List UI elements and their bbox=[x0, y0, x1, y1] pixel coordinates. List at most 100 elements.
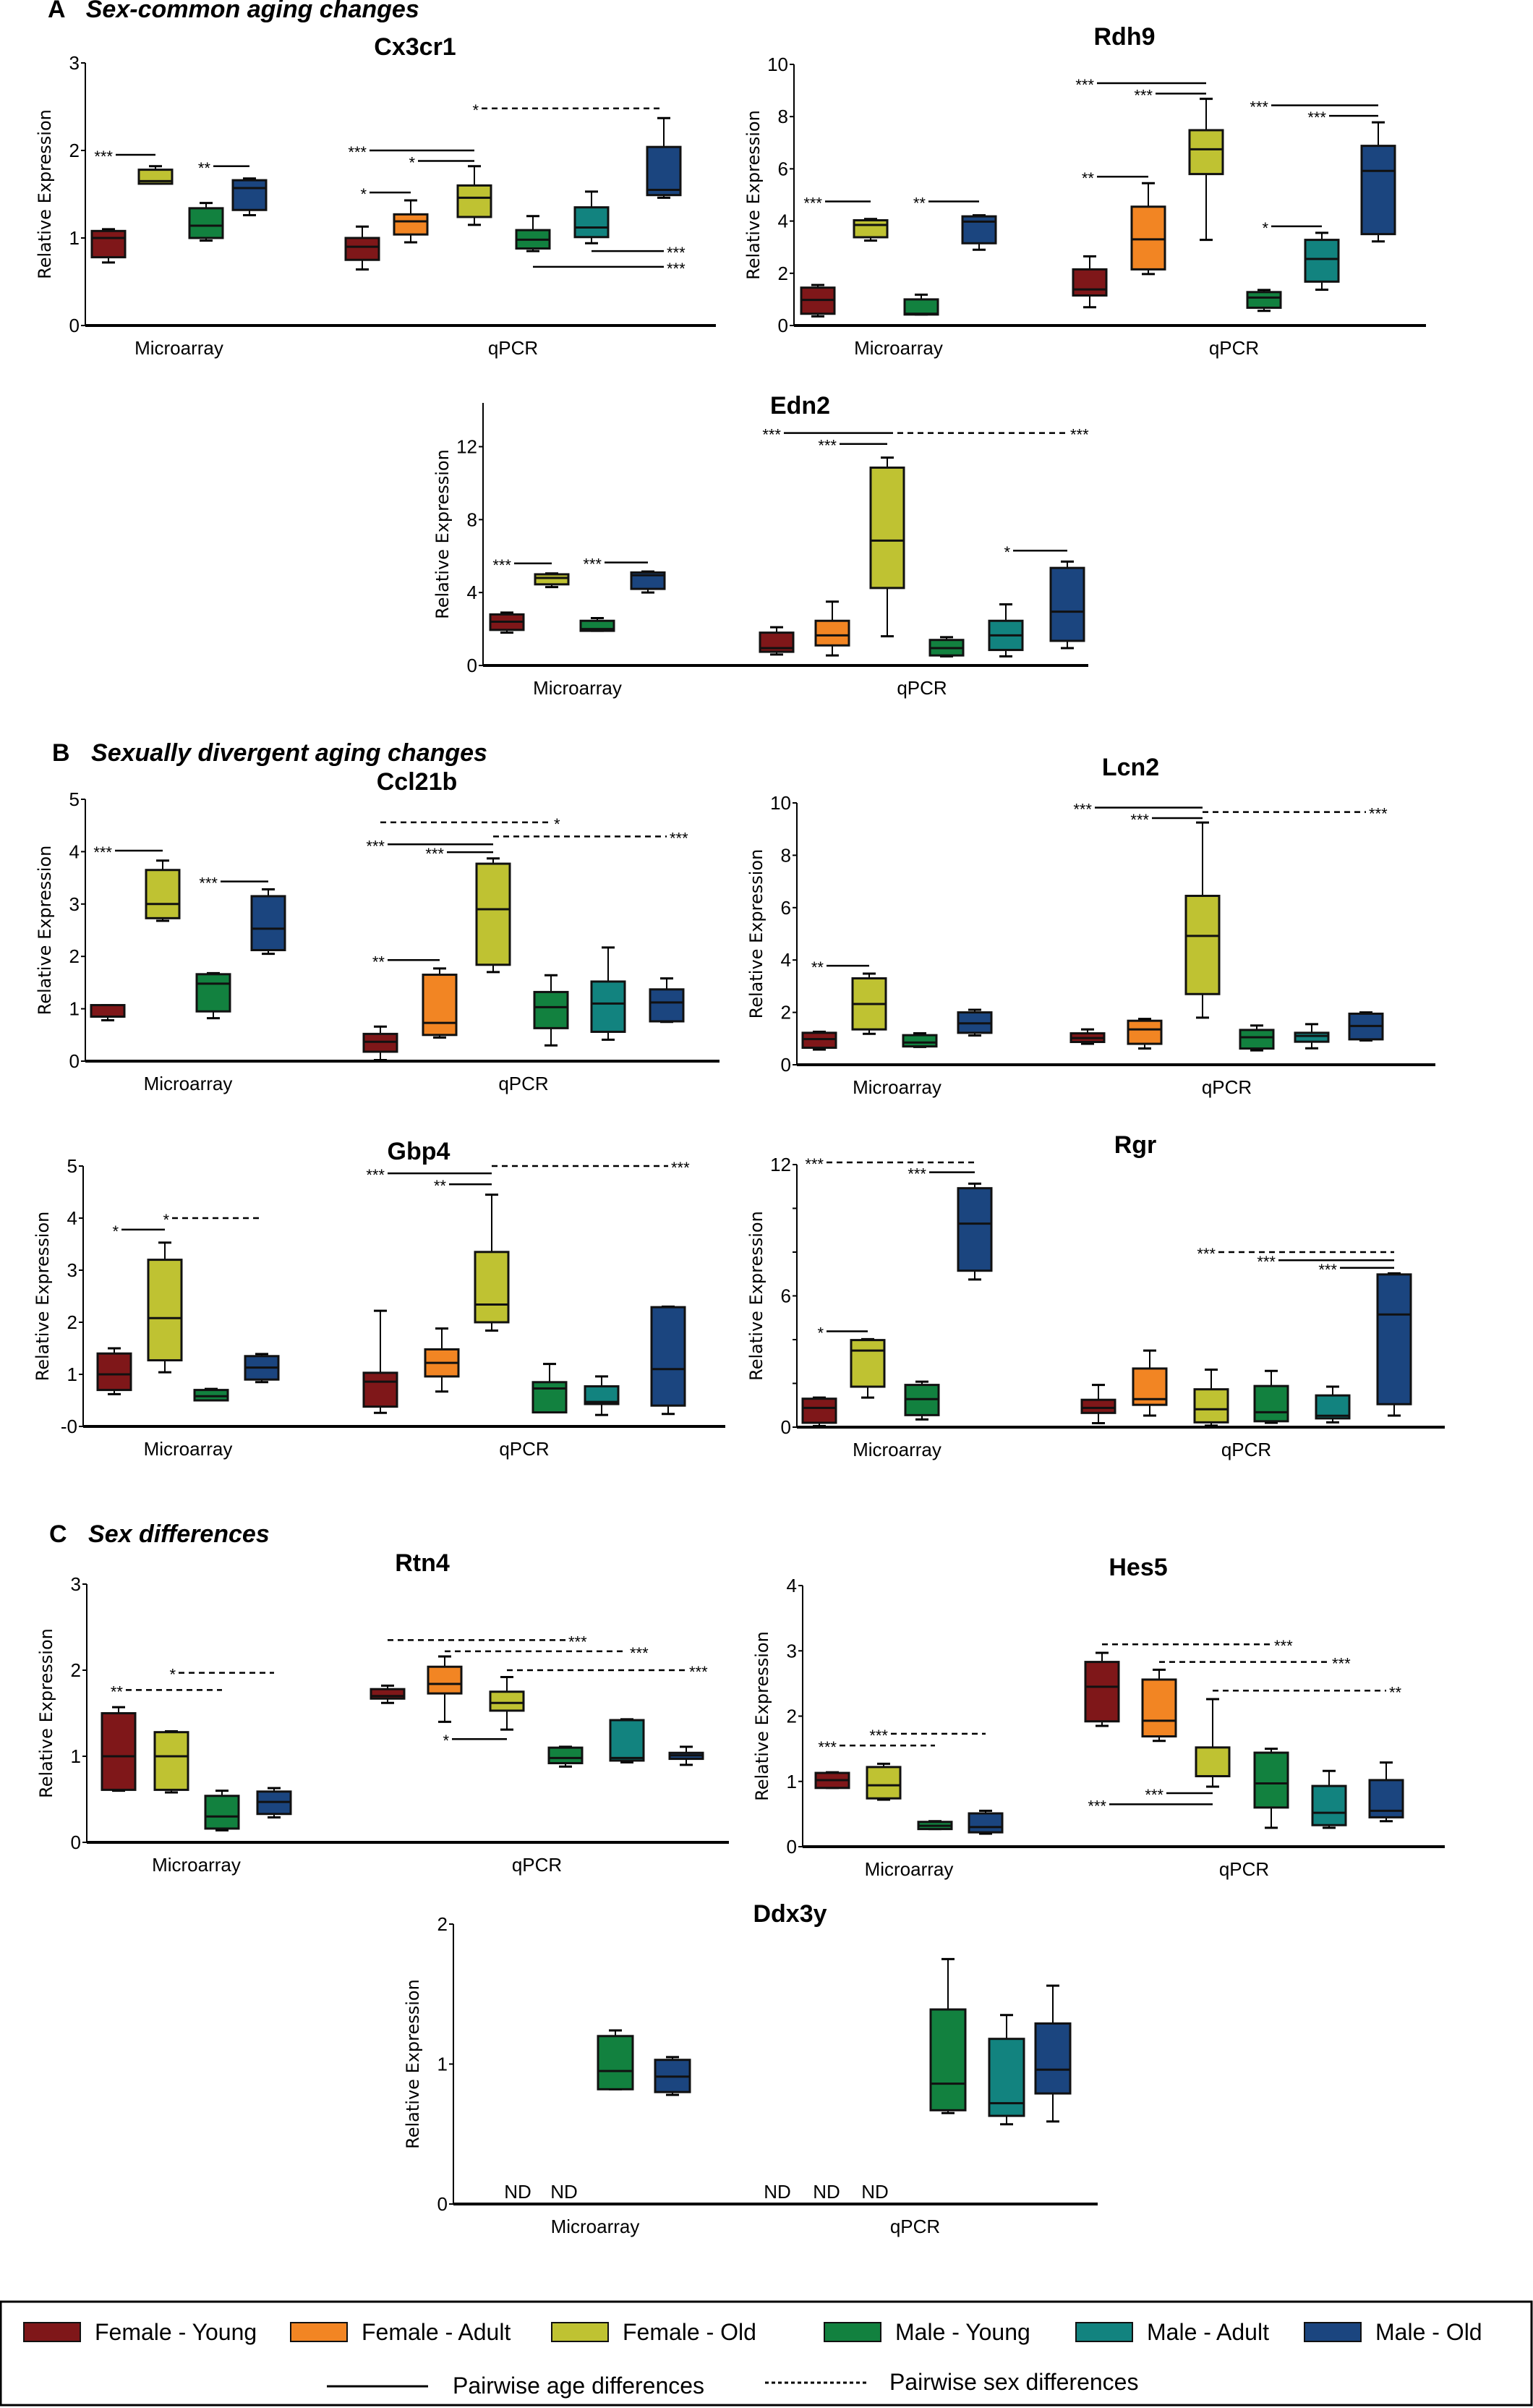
significance-label: * bbox=[409, 154, 415, 172]
box-plot bbox=[609, 1718, 645, 1764]
significance-label: *** bbox=[1130, 811, 1149, 829]
y-tick-label: -0 bbox=[61, 1416, 77, 1437]
chart-panel-cx3cr1: Cx3cr1 0 1 2 3 Relative Expression Microarray q… bbox=[35, 33, 716, 359]
significance-label: * bbox=[169, 1666, 176, 1684]
box bbox=[597, 2035, 634, 2090]
chart-panel-lcn2: Lcn2 0 2 4 6 8 10 Relative Expression Microarray… bbox=[746, 754, 1435, 1098]
legend-item: Female - Old bbox=[551, 2319, 756, 2345]
x-category-label: Microarray bbox=[865, 1858, 954, 1880]
chart-title: Ddx3y bbox=[753, 1900, 827, 1928]
box-plot bbox=[145, 859, 181, 922]
section-text: Sex differences bbox=[88, 1520, 270, 1548]
box-plot bbox=[531, 1363, 568, 1414]
box bbox=[231, 179, 268, 211]
box-plot bbox=[668, 1745, 704, 1766]
y-axis-label: Relative Expression bbox=[35, 109, 55, 279]
box bbox=[456, 184, 492, 218]
box bbox=[646, 145, 682, 197]
box-plot bbox=[1294, 1023, 1330, 1050]
box bbox=[101, 1712, 137, 1791]
y-tick-label: 1 bbox=[69, 998, 80, 1020]
significance-label: *** bbox=[1332, 1655, 1351, 1673]
box bbox=[393, 213, 429, 236]
box bbox=[90, 1004, 126, 1018]
box-plot bbox=[1193, 1368, 1229, 1427]
box-plot bbox=[988, 2014, 1025, 2126]
y-tick-label: 3 bbox=[69, 893, 80, 915]
significance-label: * bbox=[112, 1222, 119, 1241]
box-plot bbox=[851, 972, 887, 1035]
y-tick-label: 0 bbox=[778, 315, 788, 336]
chart-panel-rdh9: Rdh9 0 2 4 6 8 10 Relative Expression Microarray… bbox=[743, 23, 1426, 359]
box bbox=[850, 1339, 886, 1388]
box bbox=[1304, 239, 1340, 283]
y-tick-label: 8 bbox=[467, 509, 477, 530]
significance-label: *** bbox=[348, 143, 367, 161]
y-axis-label: Relative Expression bbox=[746, 849, 766, 1019]
box-plot bbox=[250, 888, 286, 956]
legend-item: Female - Adult bbox=[290, 2319, 511, 2345]
legend-item: Male - Old bbox=[1304, 2319, 1482, 2345]
significance-label: ** bbox=[811, 958, 824, 977]
box-plot bbox=[1315, 1385, 1351, 1424]
chart-title: Rtn4 bbox=[395, 1549, 450, 1577]
significance-label: * bbox=[1262, 219, 1268, 237]
y-tick-label: 4 bbox=[467, 582, 477, 603]
significance-label: ** bbox=[111, 1682, 124, 1701]
box bbox=[422, 974, 458, 1037]
significance-label: *** bbox=[908, 1165, 926, 1183]
x-category-label: qPCR bbox=[512, 1854, 562, 1876]
y-tick-label: 12 bbox=[770, 1154, 791, 1175]
box-plot bbox=[204, 1790, 240, 1831]
chart-title: Hes5 bbox=[1109, 1554, 1167, 1581]
box bbox=[1360, 145, 1396, 236]
significance-label: *** bbox=[869, 1727, 888, 1745]
y-tick-label: 2 bbox=[437, 1913, 448, 1935]
box-plot bbox=[590, 946, 626, 1041]
box-plot bbox=[489, 1676, 525, 1731]
box bbox=[649, 988, 685, 1023]
box-plot bbox=[650, 1305, 686, 1416]
box bbox=[1193, 1388, 1229, 1424]
legend-label: Male - Old bbox=[1375, 2319, 1482, 2345]
box bbox=[531, 1381, 568, 1414]
box-plot bbox=[630, 570, 666, 594]
legend-solid-label: Pairwise age differences bbox=[453, 2373, 704, 2399]
y-tick-label: 2 bbox=[67, 1311, 77, 1333]
box bbox=[1034, 2022, 1072, 2095]
box-plot bbox=[1195, 1698, 1231, 1788]
significance-label: *** bbox=[568, 1633, 587, 1651]
y-tick-label: 8 bbox=[778, 106, 788, 127]
box-plot bbox=[1239, 1024, 1275, 1052]
y-axis-label: Relative Expression bbox=[403, 1979, 423, 2149]
x-category-label: qPCR bbox=[890, 2216, 940, 2237]
y-tick-label: 2 bbox=[71, 1659, 81, 1681]
section-letter: A bbox=[48, 0, 65, 23]
box-plot bbox=[362, 1025, 398, 1062]
box bbox=[153, 1731, 189, 1791]
y-tick-label: 0 bbox=[437, 2193, 448, 2215]
y-tick-label: 0 bbox=[69, 315, 80, 336]
x-category-label: Microarray bbox=[853, 1076, 941, 1098]
y-tick-label: 1 bbox=[787, 1771, 797, 1792]
section-text: Sex-common aging changes bbox=[86, 0, 419, 23]
box-plot bbox=[801, 1030, 837, 1051]
significance-label: *** bbox=[1134, 86, 1153, 104]
box-plot bbox=[393, 199, 429, 244]
box-plot bbox=[424, 1327, 460, 1393]
significance-label: *** bbox=[803, 195, 822, 213]
chart-title: Rdh9 bbox=[1094, 23, 1156, 51]
box-plot bbox=[90, 1004, 126, 1022]
legend-item: Female - Young bbox=[23, 2319, 257, 2345]
box-plot bbox=[231, 177, 268, 217]
box bbox=[1239, 1029, 1275, 1050]
y-tick-label: 0 bbox=[781, 1416, 791, 1438]
box bbox=[1311, 1784, 1347, 1826]
box bbox=[90, 229, 127, 259]
y-axis-label: Relative Expression bbox=[36, 1628, 56, 1798]
box-plot bbox=[801, 1396, 837, 1427]
y-tick-label: 8 bbox=[781, 844, 791, 866]
box bbox=[929, 2008, 967, 2111]
significance-label: *** bbox=[1145, 1786, 1163, 1804]
significance-label: * bbox=[1004, 543, 1010, 561]
